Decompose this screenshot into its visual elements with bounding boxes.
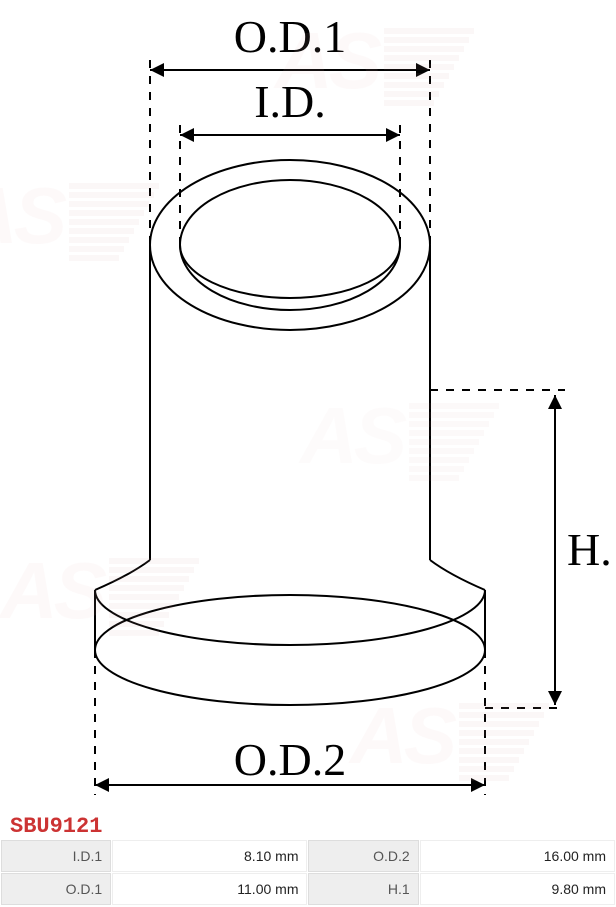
spec-label: I.D.1	[1, 840, 111, 872]
watermark: AS	[350, 690, 549, 784]
spec-value: 16.00 mm	[420, 840, 615, 872]
watermark: AS	[300, 390, 499, 484]
svg-text:H.: H.	[567, 524, 612, 575]
watermark: AS	[275, 15, 474, 109]
spec-row: I.D.18.10 mmO.D.216.00 mm	[1, 840, 615, 872]
svg-text:O.D.2: O.D.2	[234, 734, 346, 785]
spec-table: I.D.18.10 mmO.D.216.00 mmO.D.111.00 mmH.…	[0, 839, 616, 906]
spec-label: H.1	[308, 873, 418, 905]
spec-value: 11.00 mm	[112, 873, 307, 905]
spec-label: O.D.2	[308, 840, 418, 872]
part-code: SBU9121	[0, 812, 616, 839]
spec-value: 8.10 mm	[112, 840, 307, 872]
spec-row: O.D.111.00 mmH.19.80 mm	[1, 873, 615, 905]
watermark: AS	[0, 545, 199, 639]
bushing-diagram: ASASASASAS O.D.1I.D.O.D.2H.	[0, 0, 616, 812]
spec-value: 9.80 mm	[420, 873, 615, 905]
spec-label: O.D.1	[1, 873, 111, 905]
watermark: AS	[0, 170, 159, 264]
